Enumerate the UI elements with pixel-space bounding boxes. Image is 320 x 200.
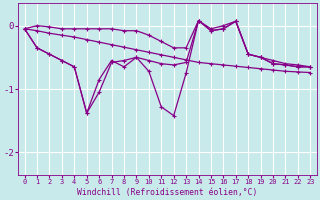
X-axis label: Windchill (Refroidissement éolien,°C): Windchill (Refroidissement éolien,°C) bbox=[77, 188, 258, 197]
